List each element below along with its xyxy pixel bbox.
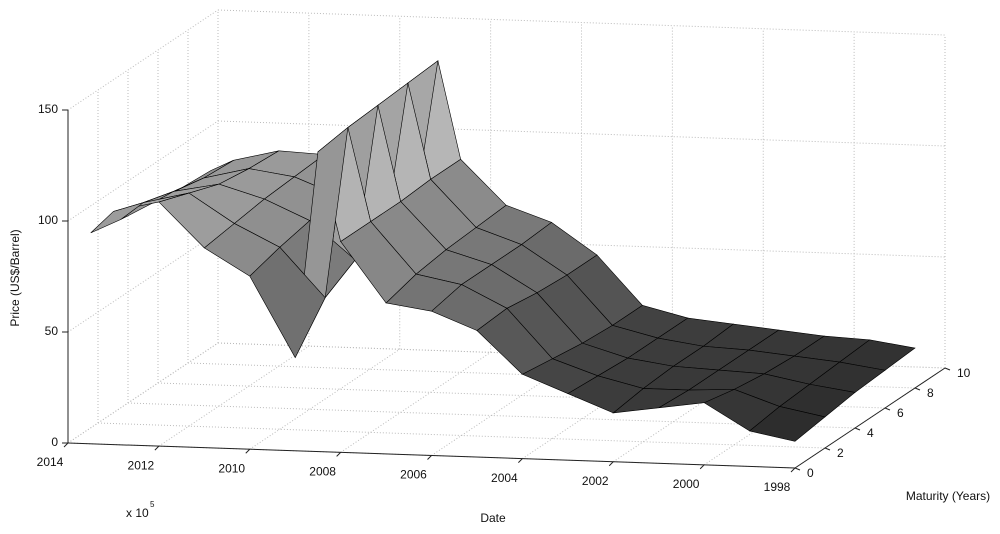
grid-line xyxy=(158,345,310,447)
z-axis-label: Price (US$/Barrel) xyxy=(8,229,22,326)
grid-line xyxy=(217,9,946,36)
x-tick-label: 2012 xyxy=(128,458,155,472)
y-tick-label: 8 xyxy=(927,386,934,400)
x-tick-label: 2008 xyxy=(309,465,336,479)
x-exponent-base: x 10 xyxy=(126,506,149,520)
grid-line xyxy=(127,402,856,429)
z-tick-label: 50 xyxy=(45,324,59,338)
y-tick-label: 6 xyxy=(897,406,904,420)
x-tick-label: 2002 xyxy=(582,474,609,488)
x-tick xyxy=(427,455,432,460)
y-axis xyxy=(794,367,946,469)
y-tick xyxy=(884,407,891,411)
grid-line xyxy=(340,351,491,453)
x-tick-label: 2006 xyxy=(400,468,427,482)
grid-line xyxy=(67,342,219,444)
x-tick-label: 1998 xyxy=(764,480,791,494)
z-tick-label: 0 xyxy=(51,435,58,449)
grid-line xyxy=(249,348,401,450)
x-tick xyxy=(336,452,341,457)
y-tick xyxy=(794,467,801,471)
x-tick xyxy=(245,448,251,454)
x-tick xyxy=(608,461,614,467)
grid-line xyxy=(67,9,219,111)
grid-line xyxy=(217,120,946,147)
y-tick-label: 4 xyxy=(867,426,874,440)
z-tick-label: 150 xyxy=(38,102,58,116)
surface-patch xyxy=(90,202,144,234)
y-tick-label: 2 xyxy=(837,446,844,460)
x-tick xyxy=(154,445,160,451)
y-tick-label: 10 xyxy=(957,366,971,380)
x-axis-label: Date xyxy=(480,511,506,525)
y-tick xyxy=(914,387,921,391)
y-tick-label: 0 xyxy=(807,466,814,480)
x-tick-label: 2004 xyxy=(491,471,518,485)
grid-line xyxy=(97,422,826,449)
y-tick xyxy=(944,367,951,371)
x-tick xyxy=(518,458,523,463)
x-exponent: 5 xyxy=(150,500,155,509)
grid-line xyxy=(67,231,219,333)
grid-line xyxy=(67,120,219,222)
x-tick xyxy=(699,464,705,470)
z-tick-label: 100 xyxy=(38,213,58,227)
y-tick xyxy=(824,447,831,451)
x-tick xyxy=(790,467,796,473)
x-tick-label: 2014 xyxy=(37,455,64,469)
x-tick xyxy=(63,442,69,448)
x-tick-label: 2010 xyxy=(218,461,245,475)
y-tick xyxy=(854,427,861,431)
y-axis-label: Maturity (Years) xyxy=(906,489,990,503)
x-tick-label: 2000 xyxy=(673,477,700,491)
